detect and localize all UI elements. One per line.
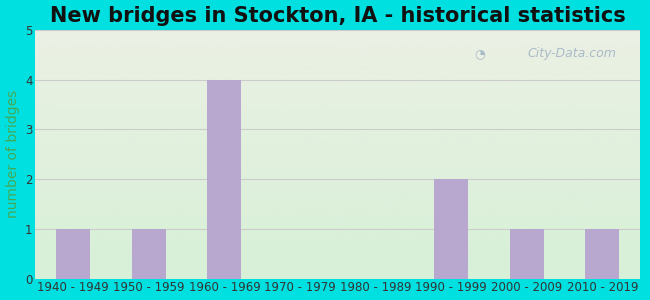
Title: New bridges in Stockton, IA - historical statistics: New bridges in Stockton, IA - historical… bbox=[50, 6, 626, 26]
Bar bbox=[586, 229, 619, 279]
Bar bbox=[510, 229, 544, 279]
Bar bbox=[132, 229, 166, 279]
Text: ◔: ◔ bbox=[474, 47, 486, 60]
Y-axis label: number of bridges: number of bridges bbox=[6, 90, 20, 218]
Bar bbox=[434, 179, 468, 279]
Text: City-Data.com: City-Data.com bbox=[527, 47, 616, 60]
Bar bbox=[207, 80, 241, 279]
Bar bbox=[56, 229, 90, 279]
